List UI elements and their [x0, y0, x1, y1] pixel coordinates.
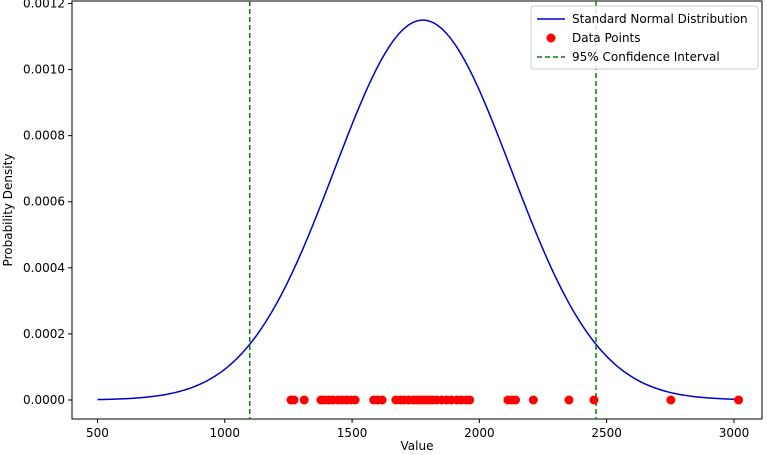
legend-label-data-points: Data Points: [572, 31, 641, 45]
x-tick-label: 1000: [209, 426, 240, 440]
normal-distribution-curve: [97, 19, 740, 401]
legend-label-confidence-interval: 95% Confidence Interval: [572, 50, 720, 64]
y-tick-label: 0.0002: [23, 327, 65, 341]
y-tick-label: 0.0004: [23, 261, 65, 275]
data-point: [528, 395, 538, 405]
plot-frame: [71, 0, 763, 420]
y-tick-label: 0.0010: [23, 63, 65, 77]
data-point: [734, 395, 744, 405]
x-tick-label: 1500: [337, 426, 368, 440]
data-point: [299, 395, 309, 405]
x-tick-label: 2500: [591, 426, 622, 440]
data-point: [666, 395, 676, 405]
data-point: [511, 395, 521, 405]
x-axis-ticks: 500 1000 1500 2000 2500 3000: [86, 419, 749, 440]
legend-swatch-data-points: [546, 33, 556, 43]
data-point: [589, 395, 599, 405]
x-tick-label: 500: [86, 426, 109, 440]
data-point: [350, 395, 360, 405]
legend: Standard Normal Distribution Data Points…: [530, 5, 759, 70]
y-tick-label: 0.0012: [23, 0, 65, 10]
y-axis-label: Probability Density: [1, 154, 15, 267]
plot-layer: [97, 1, 744, 419]
x-tick-label: 3000: [719, 426, 750, 440]
data-point: [289, 395, 299, 405]
legend-label-normal-curve: Standard Normal Distribution: [572, 12, 748, 26]
data-point: [465, 395, 475, 405]
data-point: [377, 395, 387, 405]
x-axis-label: Value: [401, 439, 434, 453]
data-point: [564, 395, 574, 405]
legend-box: [530, 5, 759, 70]
y-tick-label: 0.0000: [23, 393, 65, 407]
x-tick-label: 2000: [464, 426, 495, 440]
y-tick-label: 0.0006: [23, 195, 65, 209]
y-tick-label: 0.0008: [23, 129, 65, 143]
y-axis-ticks: 0.0000 0.0002 0.0004 0.0006 0.0008 0.0010 0.00…: [23, 0, 72, 407]
